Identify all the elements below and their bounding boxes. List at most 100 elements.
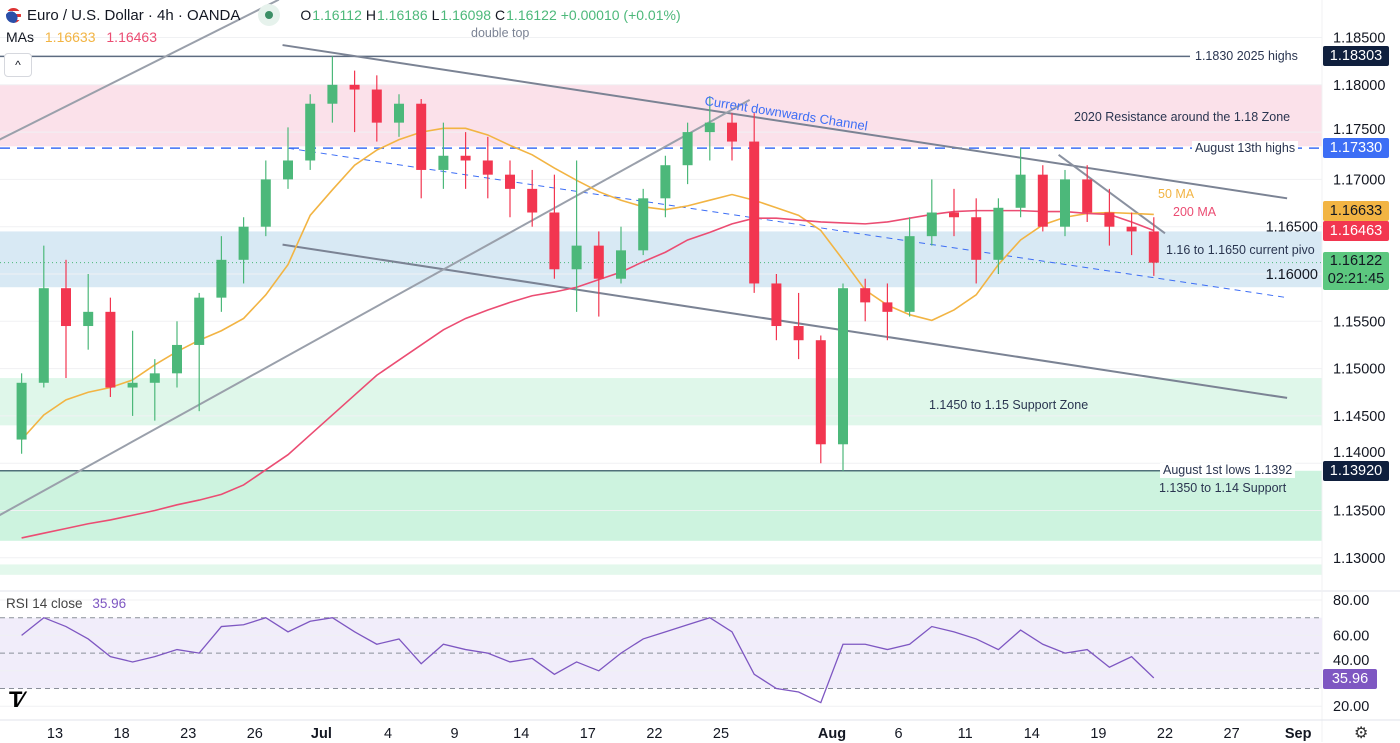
time-tick-label: 17 <box>580 726 596 742</box>
ma50-legend-value: 1.16633 <box>44 29 96 45</box>
candle-down <box>460 155 471 161</box>
candle-up <box>194 297 205 345</box>
trendline <box>0 0 280 141</box>
time-tick-label: 11 <box>958 726 973 742</box>
ma-legend-label: MAs <box>6 29 34 45</box>
price-tick-label: 1.13500 <box>1333 504 1385 520</box>
price-tick-label: 1.17000 <box>1333 172 1385 188</box>
time-tick-label: Sep <box>1285 726 1312 742</box>
candle-up <box>172 344 182 374</box>
candle-down <box>416 103 427 170</box>
price-tick-label: 1.16000 <box>1266 267 1318 283</box>
time-tick-label: 14 <box>1024 726 1040 742</box>
candle-down <box>1104 212 1115 227</box>
price-tick-label: 1.17500 <box>1333 122 1385 138</box>
candle-up <box>571 245 582 270</box>
tradingview-logo[interactable]: T⁄ <box>9 687 23 712</box>
trendline <box>282 44 1288 200</box>
double-top-label: double top <box>471 26 530 40</box>
candle-up <box>149 373 160 383</box>
candle-down <box>105 311 116 388</box>
candle-down <box>349 84 360 90</box>
candle-up <box>127 382 138 388</box>
change-value: +0.00010 (+0.01%) <box>560 7 681 23</box>
last-price: 1.16122 <box>1329 253 1383 269</box>
ma200-legend-value: 1.16463 <box>106 29 157 45</box>
zone-rect <box>0 84 1322 147</box>
time-tick-label: 27 <box>1224 726 1240 742</box>
candle-up <box>638 198 649 251</box>
zone-rect <box>0 564 1322 575</box>
rsi-tick-label: 20.00 <box>1333 699 1369 715</box>
price-tick-label: 1.14000 <box>1333 445 1385 461</box>
time-tick-label: 6 <box>895 726 903 742</box>
zone-rect <box>0 470 1322 541</box>
eu-us-flag-icon <box>6 7 21 23</box>
price-badge-last: 1.16122 02:21:45 <box>1323 252 1389 290</box>
candle-up <box>216 259 227 298</box>
candle-down <box>371 89 382 123</box>
candle-down <box>771 283 782 327</box>
candle-down <box>1082 179 1093 213</box>
price-tick-label: 1.18000 <box>1333 78 1385 94</box>
close-label: C <box>495 7 506 23</box>
aug13-highs-label: August 13th highs <box>1192 141 1299 156</box>
bar-countdown: 02:21:45 <box>1327 271 1385 287</box>
time-tick-label: Jul <box>311 726 332 742</box>
close-value: 1.16122 <box>506 7 557 23</box>
candle-up <box>260 179 271 227</box>
zone-rect <box>0 231 1322 288</box>
candle-up <box>1015 174 1026 208</box>
candle-down <box>949 212 959 218</box>
ma200-line <box>21 209 1155 539</box>
price-badge-aug1: 1.13920 <box>1323 461 1389 481</box>
ma50-label: 50 MA <box>1158 187 1195 201</box>
time-tick-label: 25 <box>713 726 729 742</box>
candle-down <box>727 122 737 142</box>
market-status-indicator[interactable] <box>258 4 281 26</box>
settings-gear-icon[interactable]: ⚙ <box>1354 725 1369 742</box>
candle-up <box>305 103 316 161</box>
chart-header: Euro / U.S. Dollar · 4h · OANDA O1.16112… <box>6 4 685 26</box>
support-zone-1135-label: 1.1350 to 1.14 Support <box>1159 481 1287 495</box>
pivot-zone-label: 1.16 to 1.1650 current pivo <box>1166 243 1315 257</box>
time-tick-label: 9 <box>451 726 459 742</box>
candle-down <box>593 245 604 279</box>
ma-legend[interactable]: MAs 1.16633 1.16463 <box>6 29 164 45</box>
time-tick-label: 23 <box>180 726 196 742</box>
rsi-value-badge: 35.96 <box>1323 669 1377 689</box>
candle-up <box>682 132 693 166</box>
candle-up <box>904 236 915 312</box>
time-tick-label: Aug <box>818 726 846 742</box>
market-open-dot-icon <box>265 11 274 19</box>
candle-up <box>1060 179 1070 227</box>
aug1-lows-label: August 1st lows 1.1392 <box>1160 463 1296 478</box>
candle-down <box>815 340 826 445</box>
collapse-legend-button[interactable]: ^ <box>4 53 32 77</box>
trendline <box>1058 153 1166 235</box>
candle-up <box>704 122 715 133</box>
candle-up <box>283 160 293 180</box>
price-tick-label: 1.18500 <box>1333 31 1385 47</box>
candle-down <box>527 188 538 213</box>
rsi-legend[interactable]: RSI 14 close 35.96 <box>6 596 126 611</box>
high-value: 1.16186 <box>377 7 428 23</box>
price-badge-aug13: 1.17330 <box>1323 138 1389 158</box>
candle-up <box>438 155 449 170</box>
rsi-tick-label: 60.00 <box>1333 628 1369 644</box>
time-tick-label: 22 <box>646 726 662 742</box>
candle-down <box>1148 231 1159 263</box>
candle-up <box>327 84 338 104</box>
price-badge-ma200: 1.16463 <box>1323 221 1389 241</box>
candle-down <box>971 217 982 260</box>
trendline <box>282 243 1288 399</box>
price-tick-label: 1.16500 <box>1266 220 1318 236</box>
zone-rect <box>0 378 1322 426</box>
candle-down <box>860 288 871 303</box>
rsi-tick-label: 80.00 <box>1333 593 1369 609</box>
candle-up <box>616 250 626 279</box>
candle-up <box>838 288 848 445</box>
price-badge-2025-highs: 1.18303 <box>1323 46 1389 66</box>
symbol-title[interactable]: Euro / U.S. Dollar · 4h · OANDA <box>27 6 241 24</box>
